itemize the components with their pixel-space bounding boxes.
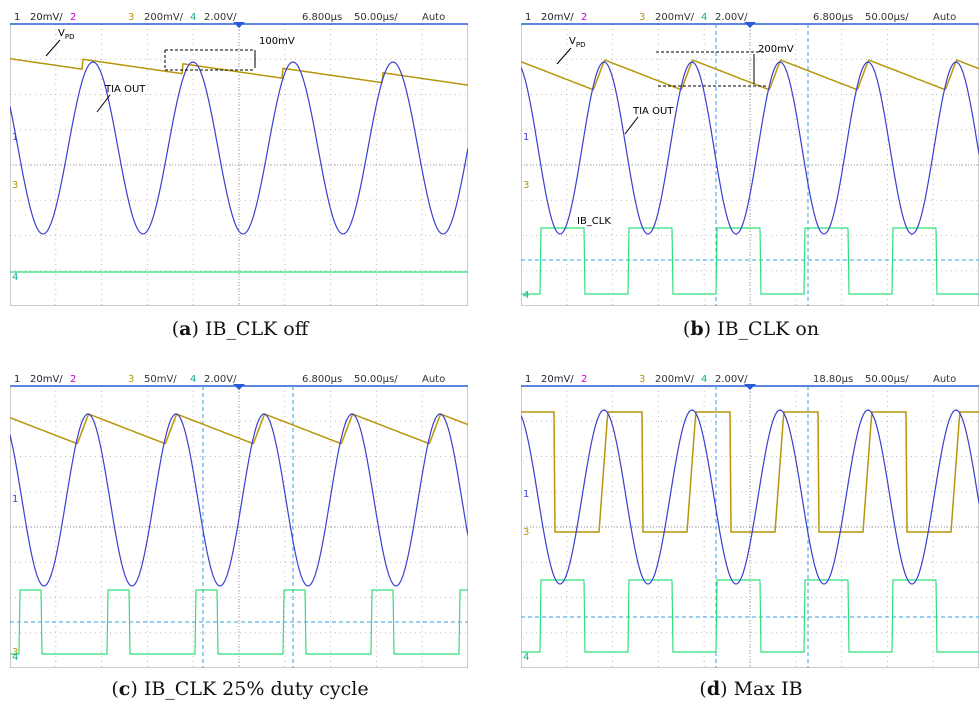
header-ch4: 4 [701,12,707,23]
caption: (b) IB_CLK on [521,318,979,340]
figure: 1 20mV/2 3 200mV/4 2.00V/6.800µs 50.00µs/Auto… [0,0,979,708]
header-ch4: 4 [701,374,707,385]
header-ch3: 3 [128,374,134,385]
header-timebase: 50.00µs/ [865,12,909,23]
header-ch4-scale: 2.00V/ [715,374,748,385]
header-delay: 6.800µs [302,12,342,23]
scope-panel: 1 20mV/2 3 200mV/4 2.00V/6.800µs 50.00µs/Auto… [10,10,468,306]
header-timebase: 50.00µs/ [354,374,398,385]
header-mode: Auto [933,374,956,385]
header-ch3: 3 [639,374,645,385]
channel-marker: 4 [12,652,18,663]
header-ch3-scale: 50mV/ [144,374,177,385]
channel-marker: 3 [523,527,529,538]
header-ch3-scale: 200mV/ [144,12,184,23]
tia-label: TIA OUT [104,84,146,95]
scope-panel: 1 20mV/2 3 200mV/4 2.00V/6.800µs 50.00µs/Auto… [521,10,979,306]
channel-marker: 1 [12,132,18,143]
delta-label: 200mV [758,44,794,55]
channel-marker: 1 [12,494,18,505]
header-ch4-scale: 2.00V/ [204,12,237,23]
header-ch1-scale: 20mV/ [30,12,63,23]
scope-screen: 1 20mV/2 3 200mV/4 2.00V/6.800µs 50.00µs/Auto… [10,10,468,306]
header-ch2: 2 [581,374,587,385]
channel-marker: 1 [523,132,529,143]
delta-label: 100mV [259,36,295,47]
header-ch1: 1 [525,374,531,385]
header-ch1-scale: 20mV/ [541,12,574,23]
caption-label: c [119,678,131,700]
header-delay: 6.800µs [813,12,853,23]
channel-marker: 4 [12,272,18,283]
header-mode: Auto [933,12,956,23]
caption: (c) IB_CLK 25% duty cycle [10,678,470,700]
caption-text: IB_CLK 25% duty cycle [144,678,369,700]
scope-screen: 1 20mV/2 3 200mV/4 2.00V/18.80µs 50.00µs/Auto… [521,372,979,668]
channel-marker: 3 [12,180,18,191]
header-ch3-scale: 200mV/ [655,374,695,385]
header-ch4-scale: 2.00V/ [715,12,748,23]
vpd-sub: PD [576,41,586,49]
header-delay: 18.80µs [813,374,853,385]
caption: (a) IB_CLK off [10,318,470,340]
header-timebase: 50.00µs/ [865,374,909,385]
header-ch1: 1 [525,12,531,23]
channel-marker: 4 [523,290,529,301]
header-timebase: 50.00µs/ [354,12,398,23]
caption-label: d [707,678,720,700]
header-delay: 6.800µs [302,374,342,385]
scope-screen: 1 20mV/2 3 200mV/4 2.00V/6.800µs 50.00µs/Auto… [521,10,979,306]
header-ch4: 4 [190,12,196,23]
channel-marker: 3 [523,180,529,191]
caption-text: IB_CLK on [717,318,819,340]
caption: (d) Max IB [521,678,979,700]
header-ch1-scale: 20mV/ [541,374,574,385]
header-mode: Auto [422,374,445,385]
header-ch1-scale: 20mV/ [30,374,63,385]
clk-label: IB_CLK [577,216,611,227]
header-ch2: 2 [70,12,76,23]
header-ch2: 2 [70,374,76,385]
header-ch1: 1 [14,374,20,385]
caption-label: b [690,318,703,340]
header-ch4: 4 [190,374,196,385]
tia-label: TIA OUT [632,106,674,117]
caption-label: a [179,318,191,340]
header-ch3: 3 [128,12,134,23]
scope-panel: 1 20mV/2 3 200mV/4 2.00V/18.80µs 50.00µs/Auto… [521,372,979,668]
channel-marker: 1 [523,489,529,500]
caption-text: IB_CLK off [205,318,308,340]
scope-screen: 1 20mV/2 3 50mV/4 2.00V/6.800µs 50.00µs/Auto 1… [10,372,468,668]
header-ch2: 2 [581,12,587,23]
header-ch1: 1 [14,12,20,23]
header-mode: Auto [422,12,445,23]
header-ch4-scale: 2.00V/ [204,374,237,385]
scope-panel: 1 20mV/2 3 50mV/4 2.00V/6.800µs 50.00µs/Auto 1… [10,372,468,668]
channel-marker: 4 [523,652,529,663]
header-ch3: 3 [639,12,645,23]
vpd-sub: PD [65,33,75,41]
header-ch3-scale: 200mV/ [655,12,695,23]
caption-text: Max IB [734,678,803,700]
